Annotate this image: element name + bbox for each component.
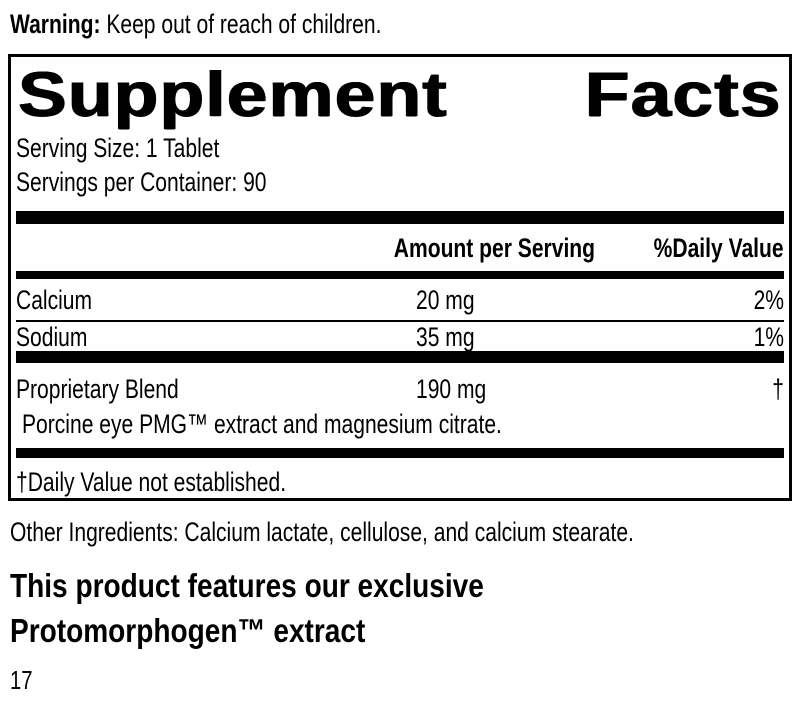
title-word-supplement: Supplement (18, 60, 448, 130)
serving-size: Serving Size: 1 Tablet (16, 133, 220, 163)
daily-value-footnote: †Daily Value not established. (16, 467, 287, 497)
label-page: Warning: Keep out of reach of children. … (0, 9, 800, 694)
nutrient-name: Sodium (16, 322, 88, 352)
column-header-amount: Amount per Serving (394, 232, 596, 263)
nutrient-row-calcium: Calcium 20 mg 2% (16, 279, 784, 320)
warning-text: Warning: Keep out of reach of children. (10, 9, 800, 39)
column-header-daily-value: %Daily Value (654, 232, 784, 263)
supplement-facts-panel: Supplement Facts Serving Size: 1 Tablet … (8, 54, 792, 501)
divider-bar-sodium (16, 351, 784, 363)
nutrient-daily-value: † (772, 374, 784, 404)
nutrient-amount: 35 mg (416, 322, 475, 352)
nutrient-name: Proprietary Blend (16, 374, 179, 404)
nutrient-daily-value: 1% (753, 322, 784, 352)
divider-rule-thin (16, 320, 784, 322)
other-ingredients: Other Ingredients: Calcium lactate, cell… (10, 517, 634, 547)
nutrient-row-sodium: Sodium 35 mg 1% (16, 322, 784, 352)
column-header-row: Amount per Serving %Daily Value (16, 224, 784, 271)
nutrient-row-proprietary-blend: Proprietary Blend 190 mg † (16, 363, 784, 405)
warning-message: Keep out of reach of children. (100, 9, 382, 39)
feature-heading: This product features our exclusive Prot… (10, 563, 800, 653)
serving-info: Serving Size: 1 Tablet Servings per Cont… (16, 131, 784, 199)
feature-heading-line1: This product features our exclusive (10, 567, 484, 604)
proprietary-blend-description: Porcine eye PMG™ extract and magnesium c… (22, 409, 502, 439)
nutrient-daily-value: 2% (753, 284, 784, 315)
servings-per-container: Servings per Container: 90 (16, 167, 267, 197)
title-word-facts: Facts (585, 60, 782, 130)
feature-heading-line2: Protomorphogen™ extract (10, 612, 366, 649)
nutrient-name: Calcium (16, 284, 93, 315)
nutrient-amount: 20 mg (416, 284, 475, 315)
supplement-facts-title: Supplement Facts (16, 57, 784, 127)
divider-bar-thick-top (16, 211, 784, 224)
divider-bar-bottom (16, 448, 784, 458)
page-number: 17 (10, 665, 33, 695)
divider-bar-header (16, 271, 784, 279)
warning-label: Warning: (10, 9, 101, 39)
nutrient-amount: 190 mg (416, 374, 487, 404)
